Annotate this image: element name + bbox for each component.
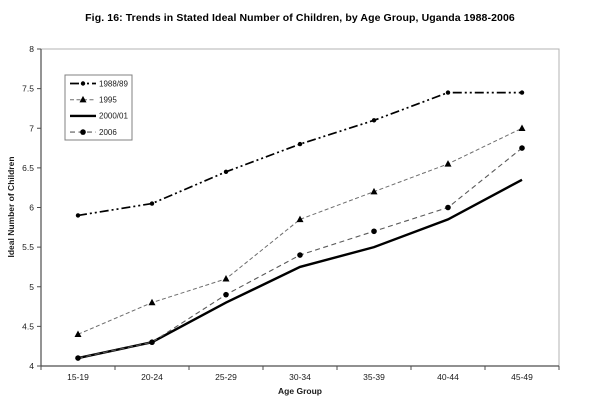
y-tick-label: 5.5 — [22, 242, 34, 252]
data-point-marker — [74, 330, 82, 337]
data-point-marker — [148, 298, 156, 306]
x-axis-ticks: 15-19 20-24 25-29 30-34 35-39 40-44 45-49 — [40, 366, 560, 382]
legend-box — [64, 74, 133, 141]
x-tick-label: 25-29 — [215, 372, 237, 382]
series-2006 — [75, 145, 525, 361]
legend-label: 2000/01 — [99, 112, 128, 121]
series-1988-89 — [75, 90, 525, 218]
series-1995 — [74, 124, 526, 337]
chart-title: Fig. 16: Trends in Stated Ideal Number o… — [85, 12, 515, 24]
data-point-marker — [75, 355, 81, 361]
legend-label: 2006 — [99, 128, 117, 137]
legend: 1988/89 1995 2000/01 2006 — [64, 74, 133, 141]
y-tick-label: 7 — [29, 123, 34, 133]
data-point-marker — [79, 95, 87, 103]
data-point-marker — [445, 90, 451, 95]
series-2000-01 — [77, 178, 523, 360]
data-point-marker — [371, 118, 377, 123]
legend-label: 1995 — [99, 96, 117, 105]
legend-item-2000-01: 2000/01 — [70, 112, 128, 121]
series-line — [77, 178, 523, 360]
y-tick-label: 5 — [29, 282, 34, 292]
y-axis-ticks: 4 4.5 5 5.5 6 6.5 7 7.5 8 — [22, 44, 41, 371]
x-tick-label: 45-49 — [511, 372, 533, 382]
legend-item-2006: 2006 — [70, 128, 117, 137]
x-tick-label: 35-39 — [363, 372, 385, 382]
y-tick-label: 7.5 — [22, 84, 34, 94]
x-tick-label: 20-24 — [141, 372, 163, 382]
data-point-marker — [444, 160, 452, 167]
data-point-marker — [75, 213, 81, 218]
data-point-marker — [518, 124, 526, 131]
x-axis-title: Age Group — [278, 386, 322, 396]
y-tick-label: 4 — [29, 361, 34, 371]
y-tick-label: 8 — [29, 44, 34, 54]
data-point-marker — [297, 141, 303, 147]
data-point-marker — [297, 252, 303, 258]
y-tick-label: 4.5 — [22, 321, 34, 331]
x-tick-label: 40-44 — [437, 372, 459, 382]
x-tick-label: 30-34 — [289, 372, 311, 382]
series-line — [77, 91, 522, 217]
x-tick-label: 15-19 — [67, 372, 89, 382]
data-point-marker — [149, 201, 155, 206]
data-point-marker — [80, 129, 86, 135]
data-point-marker — [80, 81, 86, 86]
legend-label: 1988/89 — [99, 79, 128, 88]
data-point-marker — [445, 204, 451, 211]
data-point-marker — [371, 228, 377, 235]
series-line — [77, 127, 523, 335]
y-tick-label: 6.5 — [22, 163, 34, 173]
data-point-marker — [223, 169, 229, 175]
data-point-marker — [296, 215, 304, 223]
legend-item-1995: 1995 — [70, 96, 117, 105]
data-point-marker — [370, 187, 378, 195]
legend-item-1988-89: 1988/89 — [70, 79, 128, 88]
y-tick-label: 6 — [29, 203, 34, 213]
data-point-marker — [223, 291, 229, 298]
data-point-marker — [519, 90, 525, 95]
data-point-marker — [222, 275, 230, 282]
data-point-marker — [149, 339, 155, 346]
data-point-marker — [519, 145, 525, 151]
